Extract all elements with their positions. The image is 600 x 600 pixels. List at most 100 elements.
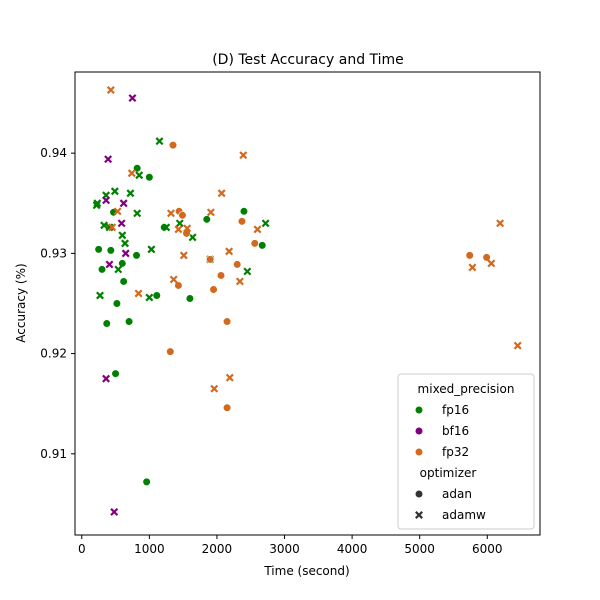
legend: mixed_precision fp16 bf16 fp32 optimizer adan… [397, 373, 535, 530]
data-point-fp16-adamw [135, 171, 144, 180]
data-point-fp16-adan [202, 215, 211, 224]
y-tick-label: 0.93 [40, 246, 67, 260]
data-point-fp32-adamw [487, 259, 496, 268]
data-point-fp32-adan [168, 141, 178, 150]
data-point-fp16-adan [118, 259, 127, 268]
y-tick-label: 0.94 [40, 146, 67, 160]
data-point-bf16-adamw [102, 374, 111, 383]
y-tick-label: 0.91 [40, 447, 67, 461]
data-point-fp32-adan [465, 251, 474, 260]
legend-label-fp32: fp32 [442, 445, 469, 459]
plot-frame [74, 71, 541, 536]
data-point-fp32-adamw [235, 277, 244, 286]
data-point-fp16-adan [94, 245, 103, 254]
data-point-fp16-adamw [118, 231, 127, 240]
y-axis-label: Accuracy (%) [14, 263, 28, 342]
x-tick-label: 3000 [269, 542, 300, 556]
data-point-fp16-adan [97, 265, 107, 274]
data-point-fp16-adamw [105, 223, 114, 232]
legend-marker-fp16 [414, 405, 424, 415]
x-tick-label: 2000 [202, 542, 233, 556]
data-point-fp16-adan [106, 246, 115, 255]
data-point-fp16-adan [142, 477, 151, 486]
data-point-fp32-adan [233, 260, 242, 269]
data-point-fp32-adamw [108, 223, 117, 232]
x-tick-label: 4000 [337, 542, 368, 556]
data-point-fp32-adan [209, 285, 218, 294]
data-point-fp16-adamw [110, 187, 119, 196]
data-point-fp32-adamw [217, 189, 226, 198]
x-tick-label: 5000 [404, 542, 435, 556]
data-point-fp32-adamw [239, 151, 248, 160]
data-point-fp16-adan [145, 173, 154, 182]
data-point-fp16-adamw [93, 199, 102, 208]
data-point-fp16-adamw [100, 221, 109, 230]
data-point-fp16-adan [102, 319, 111, 328]
data-point-bf16-adamw [102, 196, 111, 205]
data-points [92, 86, 522, 516]
data-point-fp16-adamw [114, 265, 123, 274]
data-point-fp32-adan [222, 317, 232, 326]
data-point-fp16-adamw [145, 293, 154, 302]
data-point-fp32-adamw [210, 384, 219, 393]
data-point-fp32-adan [482, 253, 491, 262]
data-point-fp32-adan [174, 281, 183, 290]
x-axis: 0 1000 2000 3000 4000 5000 6000 [78, 535, 503, 556]
data-point-fp32-adan [166, 347, 175, 356]
data-point-bf16-adamw [119, 199, 128, 208]
data-point-fp16-adan [258, 241, 267, 250]
data-point-fp16-adamw [175, 219, 184, 228]
y-tick-label: 0.92 [40, 347, 67, 361]
legend-marker-bf16 [414, 426, 424, 436]
legend-label-adamw: adamw [442, 508, 486, 522]
data-point-fp32-adan [178, 211, 187, 220]
data-point-fp32-adan [216, 271, 226, 280]
data-point-fp32-adamw [183, 224, 192, 233]
data-point-fp16-adan [112, 299, 122, 308]
x-tick-label: 6000 [472, 542, 503, 556]
data-point-fp32-adamw [225, 247, 234, 256]
data-point-fp32-adan [250, 239, 259, 248]
legend-marker-adan [414, 489, 424, 499]
data-point-fp32-adan [222, 403, 232, 412]
data-point-fp16-adamw [243, 267, 252, 276]
data-point-fp32-adamw [106, 86, 115, 95]
data-point-fp32-adamw [253, 225, 262, 234]
data-point-fp16-adan [111, 369, 120, 378]
data-point-bf16-adamw [105, 260, 114, 269]
data-point-fp16-adan [239, 207, 249, 216]
legend-box [397, 373, 535, 530]
legend-title-style: optimizer [420, 466, 477, 480]
data-point-fp16-adamw [188, 233, 197, 242]
legend-label-fp16: fp16 [442, 403, 469, 417]
data-point-fp16-adan [152, 291, 161, 300]
data-point-fp32-adan [206, 255, 215, 264]
legend-label-adan: adan [442, 487, 472, 501]
data-point-fp32-adamw [206, 208, 215, 217]
data-point-bf16-adamw [117, 219, 126, 228]
x-tick-label: 0 [78, 542, 86, 556]
data-point-fp16-adamw [147, 245, 156, 254]
data-point-fp16-adamw [261, 219, 270, 228]
data-point-fp16-adan [185, 294, 194, 303]
data-point-fp16-adamw [155, 137, 164, 146]
legend-marker-fp32 [414, 447, 424, 457]
data-point-fp32-adamw [166, 209, 175, 218]
legend-marker-adamw [415, 511, 423, 519]
data-point-fp16-adamw [126, 189, 135, 198]
data-point-fp32-adamw [468, 263, 477, 272]
data-point-fp32-adamw [513, 341, 522, 350]
data-point-fp16-adamw [133, 209, 142, 218]
data-point-fp16-adan [160, 223, 169, 232]
x-tick-label: 1000 [134, 542, 165, 556]
data-point-fp16-adamw [96, 291, 104, 300]
legend-label-bf16: bf16 [442, 424, 469, 438]
data-point-fp32-adan [237, 217, 247, 226]
data-point-fp16-adan [132, 251, 141, 260]
legend-title-hue: mixed_precision [418, 382, 515, 396]
data-point-fp16-adan [119, 277, 128, 286]
data-point-fp32-adamw [174, 225, 183, 234]
data-point-fp32-adamw [169, 275, 178, 284]
data-point-fp32-adamw [127, 169, 136, 178]
data-point-fp32-adamw [496, 219, 505, 228]
